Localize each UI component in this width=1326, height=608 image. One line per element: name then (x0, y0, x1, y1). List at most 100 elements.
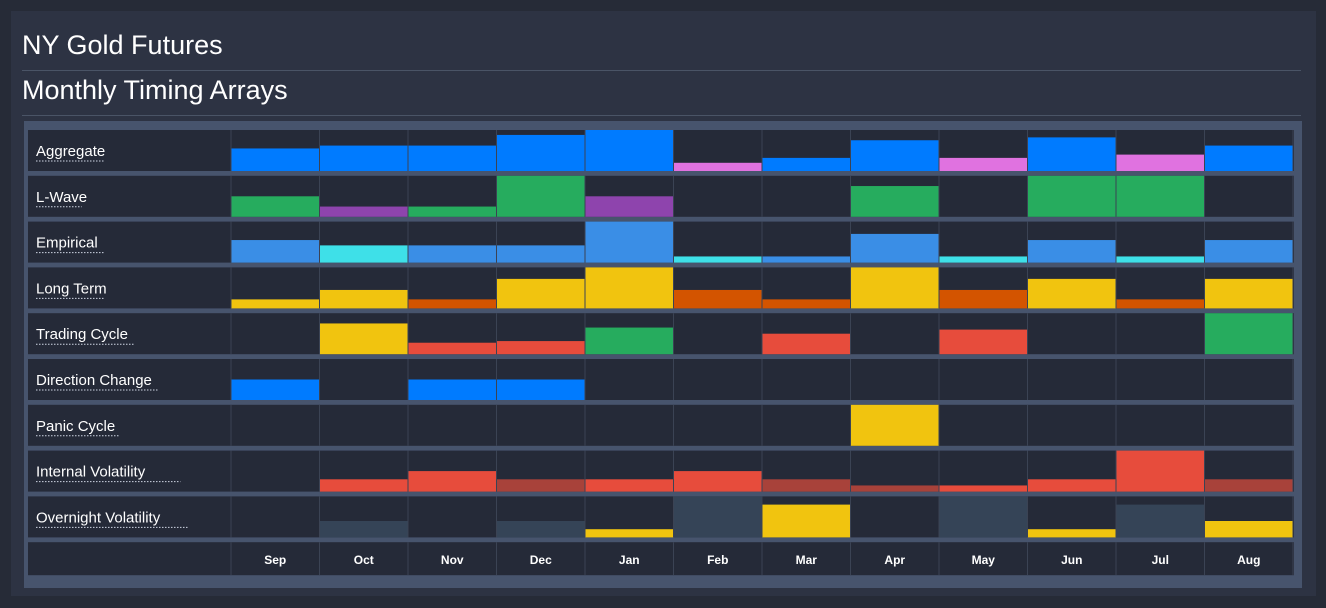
cell-bar (673, 289, 762, 309)
row-label[interactable]: Long Term (36, 280, 107, 297)
cell-bar (585, 267, 674, 309)
row-trading-cycle: Trading Cycle (28, 313, 1294, 355)
timing-array-svg: Aggregate L-Wave Empirical Long Term Trading… (28, 130, 1294, 576)
cell-bar (1204, 479, 1293, 492)
row-background (28, 404, 1294, 446)
cell-bar (319, 245, 408, 263)
cell-bar (939, 485, 1028, 492)
cell-bar (231, 299, 320, 309)
cell-bar (496, 341, 585, 355)
cell-bar (850, 404, 939, 446)
cell-bar (496, 479, 585, 492)
x-tick-label: Oct (354, 553, 374, 567)
cell-bar (585, 221, 674, 263)
cell-bar (1204, 145, 1293, 171)
row-label[interactable]: Empirical (36, 235, 98, 252)
cell-bar (408, 245, 497, 263)
cell-bar (408, 471, 497, 492)
cell-bar (496, 134, 585, 171)
cell-bar (231, 240, 320, 263)
cell-bar (1204, 240, 1293, 263)
cell-bar (408, 342, 497, 355)
row-internal-volatility: Internal Volatility (28, 450, 1294, 492)
x-tick-label: Mar (796, 553, 818, 567)
x-tick-label: May (972, 553, 996, 567)
cell-bar (319, 521, 408, 538)
cell-bar (1204, 521, 1293, 538)
cell-bar (762, 299, 851, 309)
cell-bar (673, 162, 762, 171)
cell-bar (1027, 479, 1116, 492)
row-label[interactable]: Trading Cycle (36, 326, 128, 343)
cell-bar (231, 148, 320, 171)
cell-bar (850, 485, 939, 492)
cell-bar (1027, 529, 1116, 538)
x-tick-label: Dec (530, 553, 552, 567)
subtitle-divider (22, 115, 1301, 116)
cell-bar (496, 521, 585, 538)
cell-bar (231, 379, 320, 400)
row-label[interactable]: Aggregate (36, 143, 105, 160)
cell-bar (762, 479, 851, 492)
cell-bar (585, 130, 674, 171)
cell-bar (939, 329, 1028, 355)
row-empirical: Empirical (28, 221, 1294, 263)
row-long-term: Long Term (28, 267, 1294, 309)
row-label[interactable]: Internal Volatility (36, 464, 146, 481)
x-tick-label: Jun (1061, 553, 1082, 567)
x-tick-label: Sep (264, 553, 286, 567)
cell-bar (585, 327, 674, 355)
cell-bar (408, 299, 497, 309)
timing-array-grid: Aggregate L-Wave Empirical Long Term Trading… (24, 121, 1302, 588)
cell-bar (673, 496, 762, 538)
cell-bar (1116, 175, 1205, 217)
cell-bar (231, 196, 320, 217)
cell-bar (319, 206, 408, 217)
chart-panel: NY Gold Futures Monthly Timing Arrays Ag… (11, 11, 1316, 596)
row-background (28, 359, 1294, 400)
cell-bar (1027, 240, 1116, 263)
x-tick-label: Aug (1237, 553, 1260, 567)
row-label[interactable]: Direction Change (36, 372, 152, 389)
cell-bar (762, 504, 851, 538)
cell-bar (1027, 137, 1116, 171)
cell-bar (496, 278, 585, 309)
x-tick-label: Nov (441, 553, 464, 567)
cell-bar (762, 157, 851, 171)
cell-bar (496, 175, 585, 217)
cell-bar (585, 479, 674, 492)
cell-bar (939, 289, 1028, 309)
cell-bar (1116, 450, 1205, 492)
cell-bar (939, 157, 1028, 171)
row-l-wave: L-Wave (28, 175, 1294, 217)
title-divider (22, 70, 1301, 71)
cell-bar (850, 267, 939, 309)
cell-bar (939, 256, 1028, 263)
row-label[interactable]: Overnight Volatility (36, 509, 161, 526)
cell-bar (319, 289, 408, 309)
x-tick-label: Jul (1152, 553, 1169, 567)
page-title: NY Gold Futures (22, 30, 223, 60)
cell-bar (1116, 504, 1205, 538)
x-tick-label: Apr (884, 553, 905, 567)
row-direction-change: Direction Change (28, 359, 1294, 400)
chart-subtitle: Monthly Timing Arrays (22, 75, 288, 105)
cell-bar (1204, 313, 1293, 355)
cell-bar (939, 496, 1028, 538)
cell-bar (496, 379, 585, 400)
x-axis-row (28, 542, 1294, 576)
row-panic-cycle: Panic Cycle (28, 404, 1294, 446)
cell-bar (850, 186, 939, 217)
cell-bar (319, 323, 408, 355)
row-label[interactable]: Panic Cycle (36, 418, 115, 435)
cell-bar (1116, 299, 1205, 309)
cell-bar (1204, 278, 1293, 309)
x-tick-label: Jan (619, 553, 640, 567)
cell-bar (1027, 175, 1116, 217)
row-label[interactable]: L-Wave (36, 189, 87, 206)
cell-bar (1027, 278, 1116, 309)
cell-bar (319, 479, 408, 492)
cell-bar (408, 145, 497, 171)
cell-bar (408, 206, 497, 217)
cell-bar (496, 245, 585, 263)
